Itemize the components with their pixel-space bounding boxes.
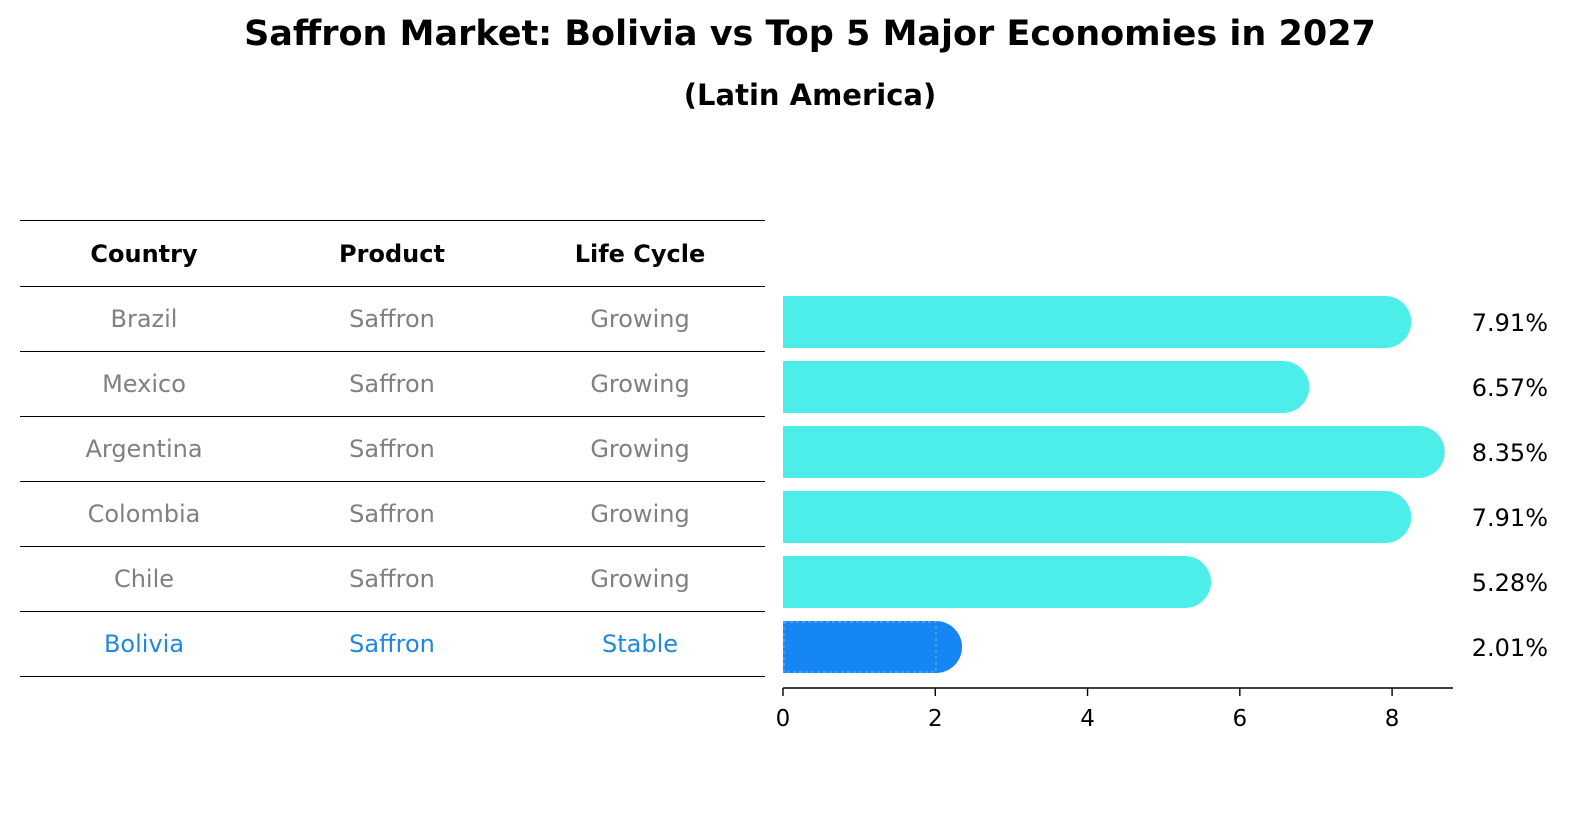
cell-life-cycle: Growing — [590, 500, 690, 528]
table-row: Brazil Saffron Growing — [20, 287, 765, 352]
cell-country: Chile — [113, 565, 175, 593]
bar-argentina — [783, 426, 1445, 478]
cell-life-cycle: Growing — [590, 370, 690, 398]
cell-product: Saffron — [349, 370, 435, 398]
value-label: 6.57% — [1472, 374, 1548, 402]
cell-product: Saffron — [349, 305, 435, 333]
bar-colombia — [783, 491, 1412, 543]
table-header-row: Country Product Life Cycle — [20, 220, 765, 287]
data-table: Country Product Life Cycle Brazil Saffro… — [20, 220, 765, 677]
table-row-highlighted: Bolivia Saffron Stable — [20, 612, 765, 677]
cell-life-cycle: Stable — [601, 630, 679, 658]
x-tick-label: 8 — [1385, 706, 1400, 732]
value-label: 7.91% — [1472, 309, 1548, 337]
bar-body — [783, 361, 1284, 413]
cell-product: Saffron — [349, 565, 435, 593]
cell-product: Saffron — [349, 435, 435, 463]
header-life-cycle: Life Cycle — [574, 239, 706, 268]
table-row: Argentina Saffron Growing — [20, 417, 765, 482]
cell-life-cycle: Growing — [590, 305, 690, 333]
header-country: Country — [90, 239, 198, 268]
x-tick-label: 2 — [928, 706, 943, 732]
bar-cap — [910, 621, 963, 673]
x-tick-label: 0 — [776, 706, 791, 732]
table-row: Colombia Saffron Growing — [20, 482, 765, 547]
bar-cap — [1159, 556, 1211, 608]
cell-country: Bolivia — [103, 630, 185, 658]
table-row: Mexico Saffron Growing — [20, 352, 765, 417]
x-tick-label: 4 — [1080, 706, 1095, 732]
value-label: 7.91% — [1472, 504, 1548, 532]
bar-cap — [1359, 296, 1412, 348]
bar-highlight-outline — [783, 621, 937, 673]
bar-bolivia — [783, 621, 963, 673]
bar-body — [783, 426, 1419, 478]
cell-product: Saffron — [349, 500, 435, 528]
cell-life-cycle: Growing — [590, 565, 690, 593]
x-tick-label: 6 — [1232, 706, 1247, 732]
value-label: 8.35% — [1472, 439, 1548, 467]
bar-mexico — [783, 361, 1310, 413]
bar-cap — [1392, 426, 1445, 478]
cell-country: Mexico — [102, 370, 186, 398]
header-product: Product — [339, 239, 445, 268]
bar-brazil — [783, 296, 1412, 348]
bar-cap — [1359, 491, 1412, 543]
cell-product: Saffron — [349, 630, 435, 658]
chart-subtitle: (Latin America) — [683, 78, 937, 112]
bar-chile — [783, 556, 1211, 608]
value-label: 5.28% — [1472, 569, 1548, 597]
bar-body — [783, 556, 1185, 608]
cell-life-cycle: Growing — [590, 435, 690, 463]
cell-country: Colombia — [87, 500, 201, 528]
bar-body — [783, 296, 1386, 348]
chart-title: Saffron Market: Bolivia vs Top 5 Major E… — [244, 14, 1376, 54]
table-row: Chile Saffron Growing — [20, 547, 765, 612]
cell-country: Brazil — [110, 305, 178, 333]
cell-country: Argentina — [85, 435, 203, 463]
bar-cap — [1257, 361, 1310, 413]
value-label: 2.01% — [1472, 634, 1548, 662]
bar-body — [783, 491, 1386, 543]
